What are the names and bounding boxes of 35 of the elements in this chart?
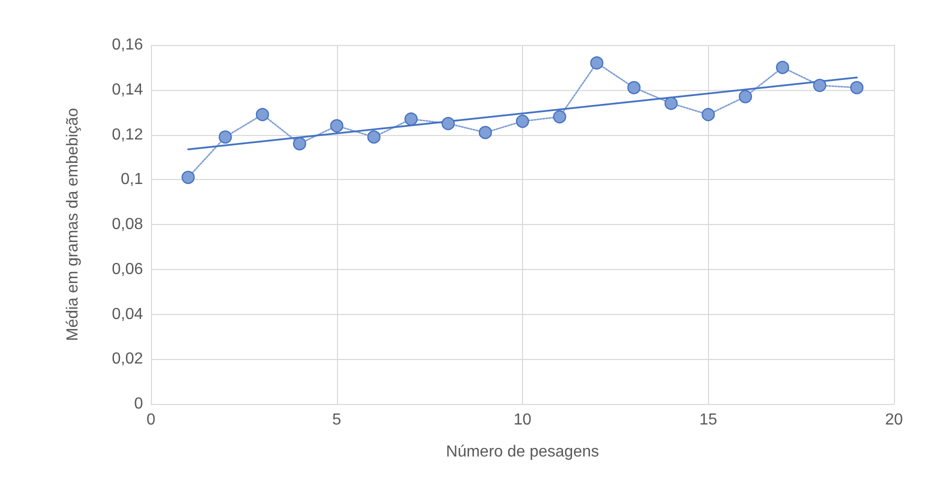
x-tick-label: 15	[699, 412, 718, 428]
point	[367, 130, 380, 144]
y-tick-label: 0	[134, 396, 144, 412]
point	[442, 116, 455, 130]
point	[293, 137, 306, 150]
y-tick-label: 0,12	[112, 126, 144, 144]
point	[218, 130, 232, 144]
point	[516, 114, 530, 128]
y-tick-label: 0,16	[112, 36, 144, 54]
point	[776, 60, 790, 74]
point	[813, 78, 826, 92]
x-tick-label: 5	[332, 412, 342, 428]
point	[590, 56, 604, 70]
x-axis-title: Número de pesagens	[446, 444, 599, 460]
point	[478, 126, 492, 140]
point	[850, 81, 864, 94]
point	[702, 108, 715, 122]
x-tick-label: 20	[885, 412, 903, 428]
y-tick-label: 0,08	[112, 216, 144, 233]
y-tick-label: 0,02	[112, 350, 144, 368]
x-tick-label: 10	[514, 412, 532, 428]
point	[404, 112, 418, 126]
x-tick-label: 0	[146, 412, 156, 428]
y-tick-label: 0,06	[112, 260, 144, 278]
point	[182, 170, 195, 184]
point	[553, 110, 566, 124]
point	[330, 119, 344, 132]
y-tick-label: 0,14	[112, 81, 144, 98]
y-tick-label: 0,1	[120, 171, 144, 188]
y-axis-title: Média em gramas da embebição	[64, 108, 82, 342]
point	[664, 96, 678, 110]
point	[256, 108, 270, 122]
point	[738, 90, 752, 104]
point	[627, 81, 641, 94]
y-tick-label: 0,04	[112, 306, 144, 323]
